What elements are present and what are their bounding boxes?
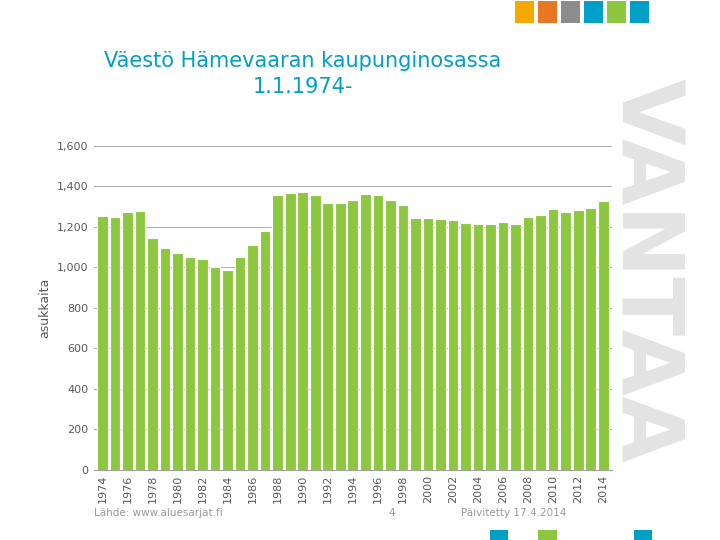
Text: Väestö Hämevaaran kaupunginosassa
1.1.1974-: Väestö Hämevaaran kaupunginosassa 1.1.19…: [104, 51, 501, 97]
Bar: [598, 201, 608, 470]
Bar: [147, 238, 158, 470]
Bar: [510, 224, 521, 470]
Y-axis label: asukkaita: asukkaita: [39, 278, 52, 338]
Bar: [548, 208, 559, 470]
Bar: [473, 224, 483, 470]
Bar: [535, 214, 546, 470]
Bar: [135, 211, 145, 470]
Bar: [97, 215, 108, 470]
Bar: [460, 222, 471, 470]
Bar: [435, 219, 446, 470]
Bar: [285, 193, 295, 470]
Bar: [310, 195, 320, 470]
Bar: [448, 220, 459, 470]
Bar: [247, 245, 258, 470]
Bar: [323, 202, 333, 470]
Bar: [423, 218, 433, 470]
Bar: [372, 195, 383, 470]
Bar: [498, 222, 508, 470]
Bar: [410, 218, 420, 470]
Bar: [272, 195, 283, 470]
Bar: [560, 212, 571, 470]
Text: 4: 4: [389, 508, 395, 518]
Bar: [297, 192, 308, 470]
Bar: [172, 253, 183, 470]
Text: VANTAA: VANTAA: [603, 78, 686, 462]
Bar: [573, 210, 583, 470]
Bar: [360, 194, 371, 470]
Bar: [397, 205, 408, 470]
Bar: [235, 257, 246, 470]
Bar: [160, 248, 171, 470]
Bar: [109, 217, 120, 470]
Bar: [335, 202, 346, 470]
Bar: [185, 257, 195, 470]
Bar: [197, 259, 208, 470]
Bar: [260, 231, 271, 470]
Bar: [222, 271, 233, 470]
Bar: [348, 200, 358, 470]
Bar: [585, 207, 596, 470]
Text: Päivitetty 17.4.2014: Päivitetty 17.4.2014: [461, 508, 566, 518]
Bar: [210, 267, 220, 470]
Bar: [385, 200, 396, 470]
Text: Lähde: www.aluesarjat.fi: Lähde: www.aluesarjat.fi: [94, 508, 222, 518]
Bar: [523, 217, 534, 470]
Bar: [485, 224, 496, 470]
Bar: [122, 212, 132, 470]
